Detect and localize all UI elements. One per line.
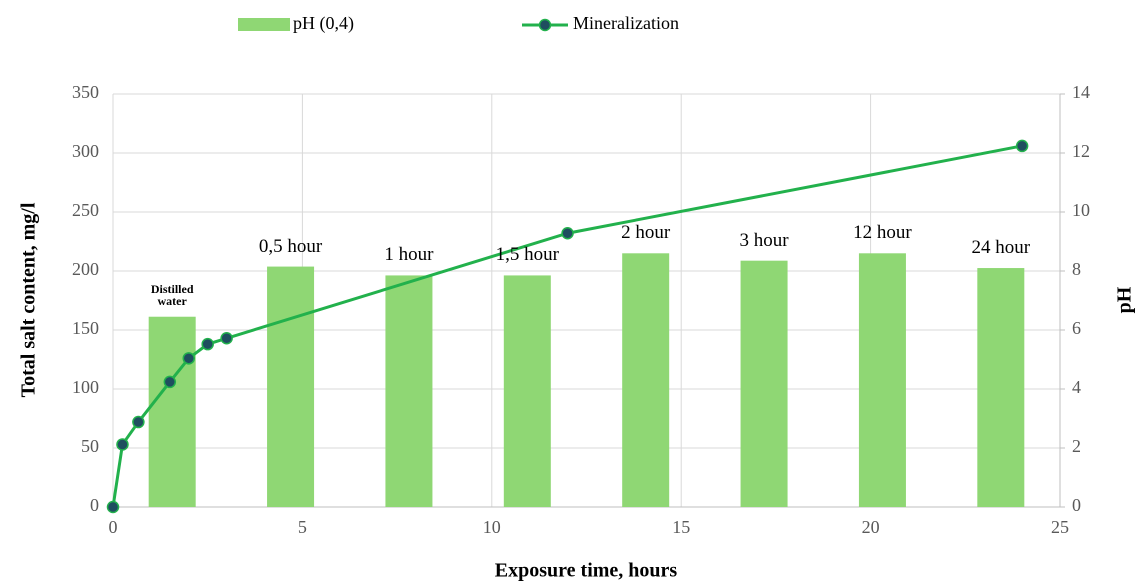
y-tick-label: 50 (81, 436, 99, 456)
bar-category-label: 24 hour (971, 237, 1031, 259)
legend-label: Mineralization (573, 13, 679, 33)
x-tick-label: 25 (1051, 517, 1069, 537)
bar-category-label: Distilled water (150, 281, 194, 309)
y2-tick-label: 14 (1072, 82, 1090, 102)
line-marker (220, 332, 233, 345)
bar (622, 253, 670, 507)
bar-category-label: 3 hour (739, 229, 789, 251)
bar-category-label: 1,5 hour (495, 244, 559, 266)
x-tick-label: 20 (862, 517, 880, 537)
x-tick-label: 0 (109, 517, 118, 537)
bar-category-label: 12 hour (853, 222, 912, 244)
bar-category-label: 0,5 hour (258, 235, 323, 257)
y-tick-label: 300 (72, 141, 99, 161)
y-tick-label: 100 (72, 377, 99, 397)
bar (267, 266, 315, 507)
y-tick-label: 250 (72, 200, 99, 220)
legend-swatch (538, 18, 552, 32)
y-tick-label: 0 (90, 495, 99, 515)
y-axis-title: Total salt content, mg/l (18, 202, 40, 397)
y2-tick-label: 4 (1072, 377, 1081, 397)
bar (385, 275, 433, 507)
bar (977, 268, 1025, 507)
y2-tick-label: 8 (1072, 259, 1081, 279)
x-tick-label: 10 (483, 517, 501, 537)
y2-tick-label: 6 (1072, 318, 1081, 338)
line-marker (201, 337, 214, 351)
y2-tick-label: 10 (1072, 200, 1090, 220)
y-tick-label: 200 (72, 259, 99, 279)
x-tick-label: 15 (672, 517, 690, 537)
y2-axis-title: pH (1114, 286, 1136, 313)
y2-tick-label: 12 (1072, 141, 1090, 161)
legend-label: pH (0,4) (293, 13, 354, 34)
line-marker (561, 226, 574, 240)
line-marker (132, 415, 145, 429)
bar-category-label: 2 hour (621, 222, 671, 244)
y-tick-label: 350 (72, 82, 99, 102)
bar (148, 316, 196, 507)
line-marker (1015, 139, 1029, 153)
x-tick-label: 5 (298, 517, 307, 537)
line-marker (163, 375, 177, 389)
legend-swatch (238, 18, 290, 31)
bar (858, 253, 906, 507)
line-marker (106, 500, 120, 514)
bar-category-label: 1 hour (384, 244, 434, 266)
bar (503, 275, 551, 507)
y2-tick-label: 0 (1072, 495, 1081, 515)
line-marker (116, 438, 129, 451)
y-tick-label: 150 (72, 318, 99, 338)
y2-tick-label: 2 (1072, 436, 1081, 456)
grid (112, 93, 1061, 508)
line-marker (182, 352, 196, 365)
x-axis-title: Exposure time, hours (495, 560, 678, 582)
bar (740, 260, 788, 507)
